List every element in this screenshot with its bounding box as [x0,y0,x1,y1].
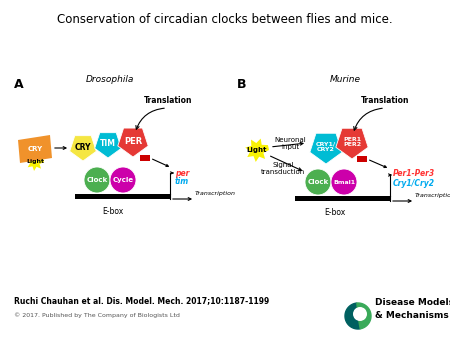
Text: Translation: Translation [361,96,409,105]
Text: Translation: Translation [144,96,192,105]
Polygon shape [70,136,96,161]
Polygon shape [118,128,148,157]
Text: CRY: CRY [75,143,91,151]
Polygon shape [26,153,44,171]
Text: Bmal1: Bmal1 [333,179,355,185]
Text: Clock: Clock [86,177,108,183]
Circle shape [331,169,357,195]
Text: Cry1/Cry2: Cry1/Cry2 [393,178,435,188]
Text: PER1
PER2: PER1 PER2 [343,137,361,147]
Circle shape [84,167,110,193]
Circle shape [305,169,331,195]
Polygon shape [336,128,368,159]
Text: Transcription: Transcription [195,191,236,196]
Text: Light: Light [26,160,44,165]
Text: © 2017. Published by The Company of Biologists Ltd: © 2017. Published by The Company of Biol… [14,312,180,318]
Text: E-box: E-box [103,207,124,216]
Text: A: A [14,78,23,91]
Polygon shape [345,303,360,329]
Text: Neuronal
input: Neuronal input [274,137,306,149]
Text: B: B [237,78,247,91]
Circle shape [353,307,367,321]
Text: E-box: E-box [324,208,346,217]
FancyBboxPatch shape [75,194,170,199]
Text: Light: Light [247,147,267,153]
Text: tim: tim [175,177,189,187]
Text: Ruchi Chauhan et al. Dis. Model. Mech. 2017;10:1187-1199: Ruchi Chauhan et al. Dis. Model. Mech. 2… [14,296,269,305]
Text: Drosophila: Drosophila [86,75,134,84]
Text: Conservation of circadian clocks between flies and mice.: Conservation of circadian clocks between… [57,13,393,26]
Text: Signal
transduction: Signal transduction [261,162,305,174]
Text: Cycle: Cycle [112,177,134,183]
FancyBboxPatch shape [357,156,367,162]
Text: TIM: TIM [100,140,116,148]
Polygon shape [357,303,371,329]
Circle shape [110,167,136,193]
Polygon shape [245,139,269,162]
Text: Transcription: Transcription [415,193,450,198]
Text: PER: PER [124,137,142,145]
Text: Murine: Murine [329,75,360,84]
Text: Disease Models
& Mechanisms: Disease Models & Mechanisms [375,298,450,320]
FancyBboxPatch shape [295,196,390,201]
FancyBboxPatch shape [140,155,150,161]
Text: CRY: CRY [27,146,43,152]
Text: Per1-Per3: Per1-Per3 [393,169,435,178]
Text: CRY1/
CRY2: CRY1/ CRY2 [316,142,336,152]
Polygon shape [94,133,122,158]
Text: per: per [175,169,189,177]
Polygon shape [310,133,342,164]
Text: Clock: Clock [307,179,328,185]
Polygon shape [18,135,52,163]
